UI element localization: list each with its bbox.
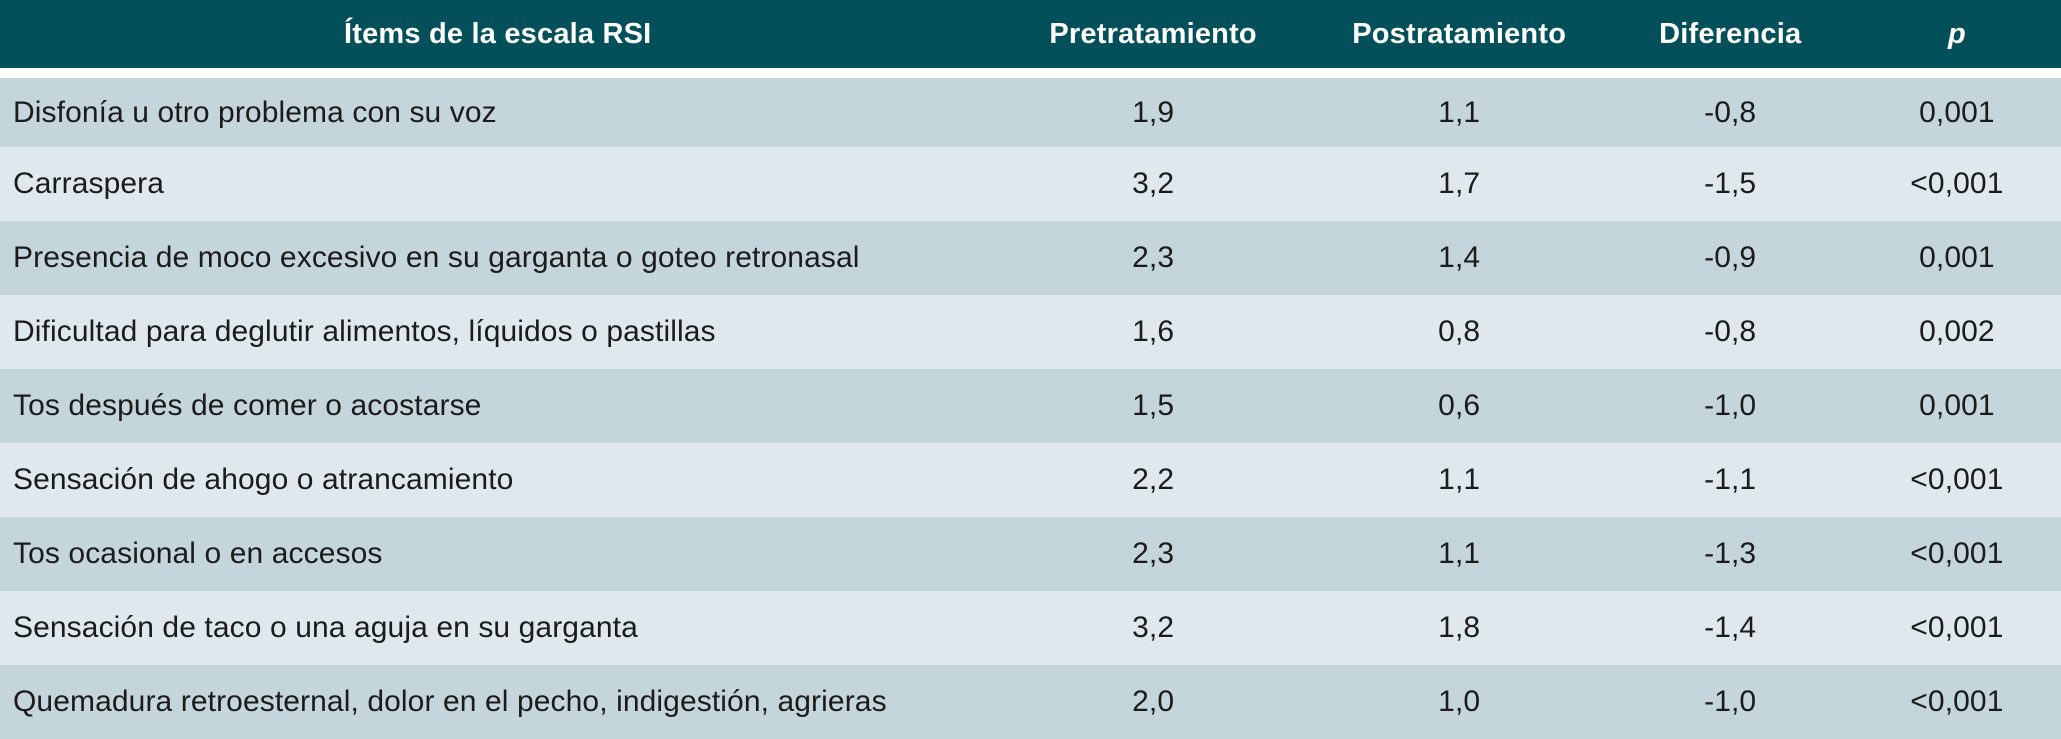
table-header: Ítems de la escala RSI Pretratamiento Po… <box>0 0 2061 78</box>
column-header-items: Ítems de la escala RSI <box>0 0 996 78</box>
p-value-cell: <0,001 <box>1910 537 2004 570</box>
p-value-cell: <0,001 <box>1910 685 2004 718</box>
item-label-cell: Carraspera <box>13 167 165 200</box>
diff-value-cell: -1,4 <box>1704 611 1757 644</box>
p-value-cell: <0,001 <box>1910 611 2004 644</box>
post-value-cell: 1,4 <box>1438 241 1481 274</box>
table-row: Tos después de comer o acostarse 1,5 0,6 -1… <box>0 369 2061 443</box>
table-row: Quemadura retroesternal, dolor en el pec… <box>0 665 2061 739</box>
p-value-cell: <0,001 <box>1910 463 2004 496</box>
pre-value-cell: 1,6 <box>1132 315 1175 348</box>
item-label-cell: Sensación de ahogo o atrancamiento <box>13 463 514 496</box>
diff-value-cell: -0,8 <box>1704 95 1757 129</box>
pre-value-cell: 2,0 <box>1132 685 1175 718</box>
table-row: Tos ocasional o en accesos 2,3 1,1 -1,3 <0,0… <box>0 517 2061 591</box>
item-label-cell: Presencia de moco excesivo en su gargant… <box>13 241 860 274</box>
post-value-cell: 0,8 <box>1438 315 1481 348</box>
p-value-cell: 0,001 <box>1919 389 1995 422</box>
diff-value-cell: -0,8 <box>1704 315 1757 348</box>
table-row: Carraspera 3,2 1,7 -1,5 <0,001 <box>0 147 2061 221</box>
diff-value-cell: -1,0 <box>1704 389 1757 422</box>
item-label-cell: Tos después de comer o acostarse <box>13 389 482 422</box>
column-header-pretreatment: Pretratamiento <box>995 0 1311 78</box>
item-label-cell: Dificultad para deglutir alimentos, líqu… <box>13 315 716 348</box>
pre-value-cell: 2,3 <box>1132 241 1175 274</box>
post-value-cell: 1,1 <box>1438 95 1481 129</box>
post-value-cell: 1,1 <box>1438 537 1481 570</box>
pre-value-cell: 3,2 <box>1132 611 1175 644</box>
diff-value-cell: -1,1 <box>1704 463 1757 496</box>
item-label-cell: Sensación de taco o una aguja en su garg… <box>13 611 638 644</box>
pre-value-cell: 2,2 <box>1132 463 1175 496</box>
pre-value-cell: 2,3 <box>1132 537 1175 570</box>
table-row: Sensación de taco o una aguja en su garg… <box>0 591 2061 665</box>
post-value-cell: 1,1 <box>1438 463 1481 496</box>
diff-value-cell: -1,0 <box>1704 685 1757 718</box>
p-value-cell: <0,001 <box>1910 167 2004 200</box>
diff-value-cell: -1,5 <box>1704 167 1757 200</box>
diff-value-cell: -0,9 <box>1704 241 1757 274</box>
column-header-posttreatment: Postratamiento <box>1310 0 1608 78</box>
post-value-cell: 1,7 <box>1438 167 1481 200</box>
post-value-cell: 1,8 <box>1438 611 1481 644</box>
item-label-cell: Quemadura retroesternal, dolor en el pec… <box>13 685 887 718</box>
pre-value-cell: 1,9 <box>1132 95 1175 129</box>
p-value-cell: 0,001 <box>1919 95 1995 129</box>
column-header-difference: Diferencia <box>1607 0 1853 78</box>
item-label-cell: Disfonía u otro problema con su voz <box>13 95 497 129</box>
p-value-cell: 0,001 <box>1919 241 1995 274</box>
column-header-pvalue: p <box>1852 0 2061 78</box>
table-row: Dificultad para deglutir alimentos, líqu… <box>0 295 2061 369</box>
p-value-cell: 0,002 <box>1919 315 1995 348</box>
post-value-cell: 1,0 <box>1438 685 1481 718</box>
table-row: Presencia de moco excesivo en su gargant… <box>0 221 2061 295</box>
table-body: Disfonía u otro problema con su voz 1,9 1,… <box>0 73 2061 739</box>
diff-value-cell: -1,3 <box>1704 537 1757 570</box>
table-row: Sensación de ahogo o atrancamiento 2,2 1,1… <box>0 443 2061 517</box>
pre-value-cell: 1,5 <box>1132 389 1175 422</box>
post-value-cell: 0,6 <box>1438 389 1481 422</box>
item-label-cell: Tos ocasional o en accesos <box>13 537 383 570</box>
pre-value-cell: 3,2 <box>1132 167 1175 200</box>
table-row: Disfonía u otro problema con su voz 1,9 1,… <box>0 73 2061 147</box>
table-header-row: Ítems de la escala RSI Pretratamiento Po… <box>0 0 2061 78</box>
